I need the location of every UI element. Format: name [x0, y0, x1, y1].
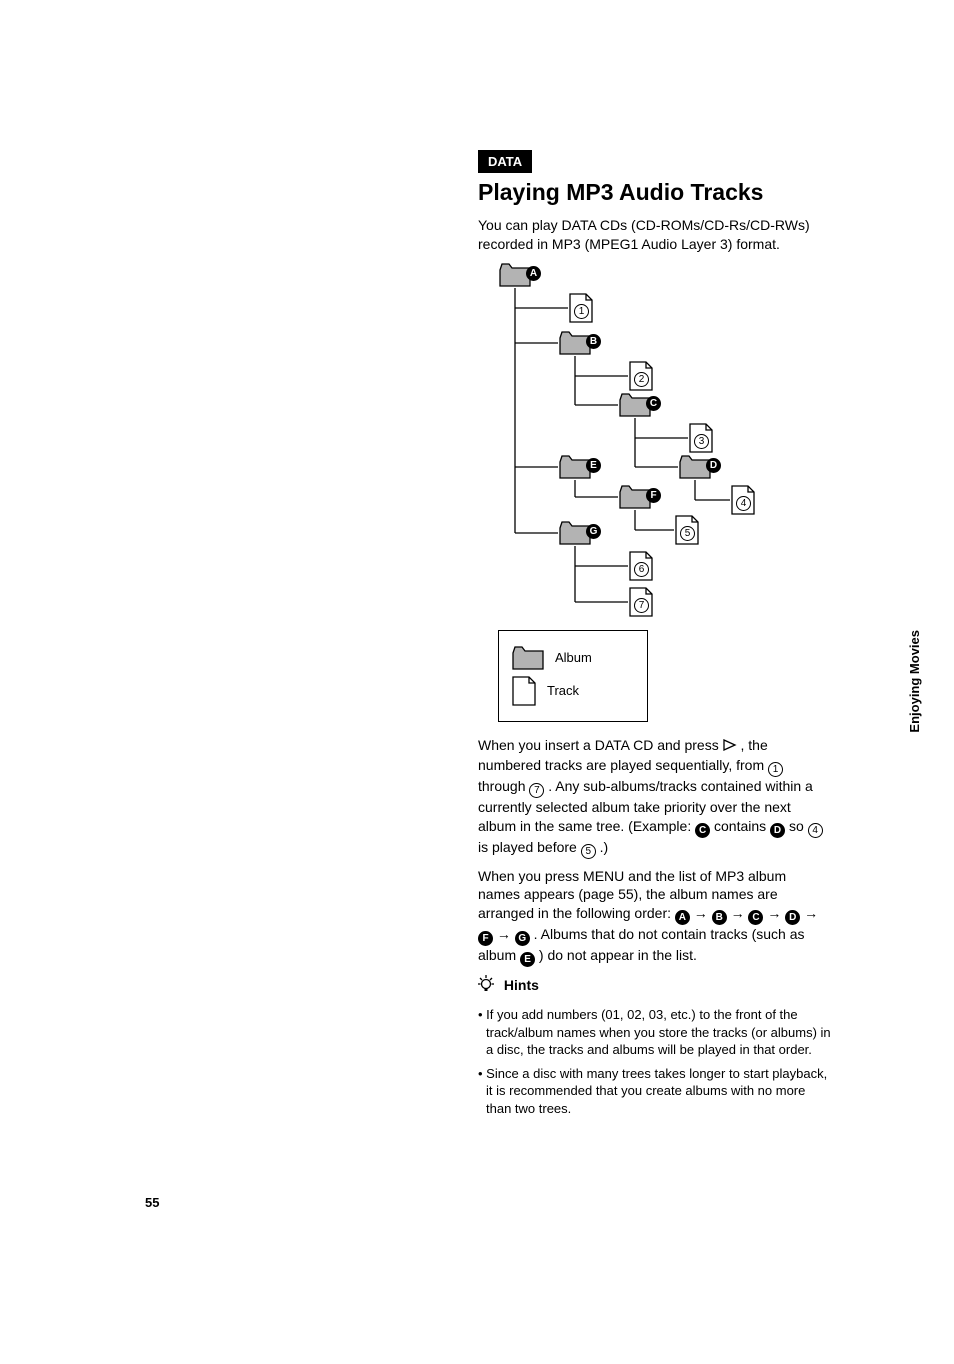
file-badge: 5 — [680, 526, 695, 541]
legend-track: Track — [511, 675, 635, 707]
hint-item: • If you add numbers (01, 02, 03, etc.) … — [478, 1006, 832, 1059]
play-icon — [723, 737, 737, 756]
seq-album: A — [675, 910, 690, 925]
section-title: Playing MP3 Audio Tracks — [478, 179, 832, 206]
legend-album-label: Album — [555, 650, 592, 665]
arrow-icon: → — [800, 905, 818, 921]
main-column: DATA Playing MP3 Audio Tracks You can pl… — [478, 150, 832, 1118]
file-badge: 2 — [634, 372, 649, 387]
file-badge: 3 — [694, 434, 709, 449]
file-badge: 6 — [634, 562, 649, 577]
file-icon — [511, 675, 537, 707]
legend-track-label: Track — [547, 683, 579, 698]
section-tag: DATA — [478, 150, 532, 173]
file-badge: 1 — [574, 304, 589, 319]
hints-list: • If you add numbers (01, 02, 03, etc.) … — [478, 1006, 832, 1117]
paragraph-playback: When you insert a DATA CD and press , th… — [478, 736, 832, 859]
file-badge: 7 — [634, 598, 649, 613]
folder-badge: F — [646, 488, 661, 503]
intro-text: You can play DATA CDs (CD-ROMs/CD-Rs/CD-… — [478, 216, 832, 254]
file-badge: 4 — [736, 496, 751, 511]
album-d-ref: D — [770, 823, 785, 838]
seq-album: C — [748, 910, 763, 925]
folder-badge: D — [706, 458, 721, 473]
paragraph-menu: When you press MENU and the list of MP3 … — [478, 867, 832, 968]
track-7-ref: 7 — [529, 783, 544, 798]
side-tab-text: Enjoying Movies — [907, 630, 922, 733]
seq-album: B — [712, 910, 727, 925]
hint-icon — [478, 975, 494, 998]
folder-badge: G — [586, 524, 601, 539]
legend-album: Album — [511, 645, 635, 671]
folder-badge: E — [586, 458, 601, 473]
album-c-ref: C — [695, 823, 710, 838]
page-number: 55 — [145, 1195, 159, 1210]
track-4-ref: 4 — [808, 823, 823, 838]
arrow-icon: → — [493, 926, 515, 942]
folder-tree-diagram: A B C D E F G 1 2 3 4 5 6 7 — [478, 262, 818, 622]
folder-badge: B — [586, 334, 601, 349]
folder-badge: C — [646, 396, 661, 411]
folder-badge: A — [526, 266, 541, 281]
hints-heading: Hints — [478, 975, 832, 998]
seq-album: G — [515, 931, 530, 946]
arrow-icon: → — [690, 905, 712, 921]
seq-album: F — [478, 931, 493, 946]
hint-item: • Since a disc with many trees takes lon… — [478, 1065, 832, 1118]
arrow-icon: → — [727, 905, 749, 921]
arrow-icon: → — [763, 905, 785, 921]
folder-icon — [511, 645, 545, 671]
track-1-ref: 1 — [768, 762, 783, 777]
legend-box: Album Track — [498, 630, 648, 722]
album-e-ref: E — [520, 952, 535, 967]
seq-album: D — [785, 910, 800, 925]
track-5-ref: 5 — [581, 844, 596, 859]
